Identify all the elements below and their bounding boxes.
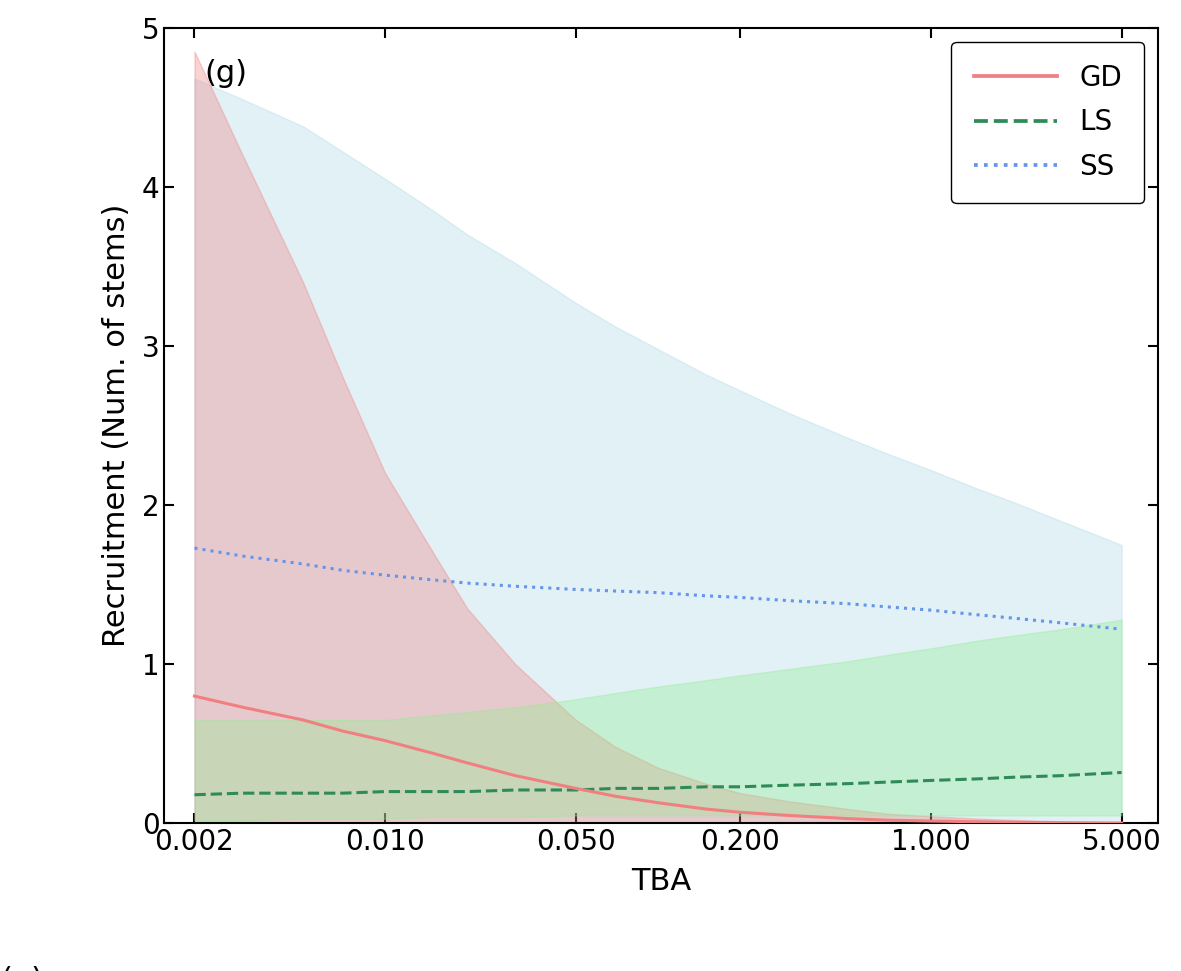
Text: (g): (g) [0, 966, 43, 971]
Y-axis label: Recruitment (Num. of stems): Recruitment (Num. of stems) [102, 204, 131, 648]
Legend: GD, LS, SS: GD, LS, SS [952, 42, 1144, 203]
X-axis label: TBA: TBA [631, 867, 691, 896]
Text: (g): (g) [204, 59, 247, 88]
